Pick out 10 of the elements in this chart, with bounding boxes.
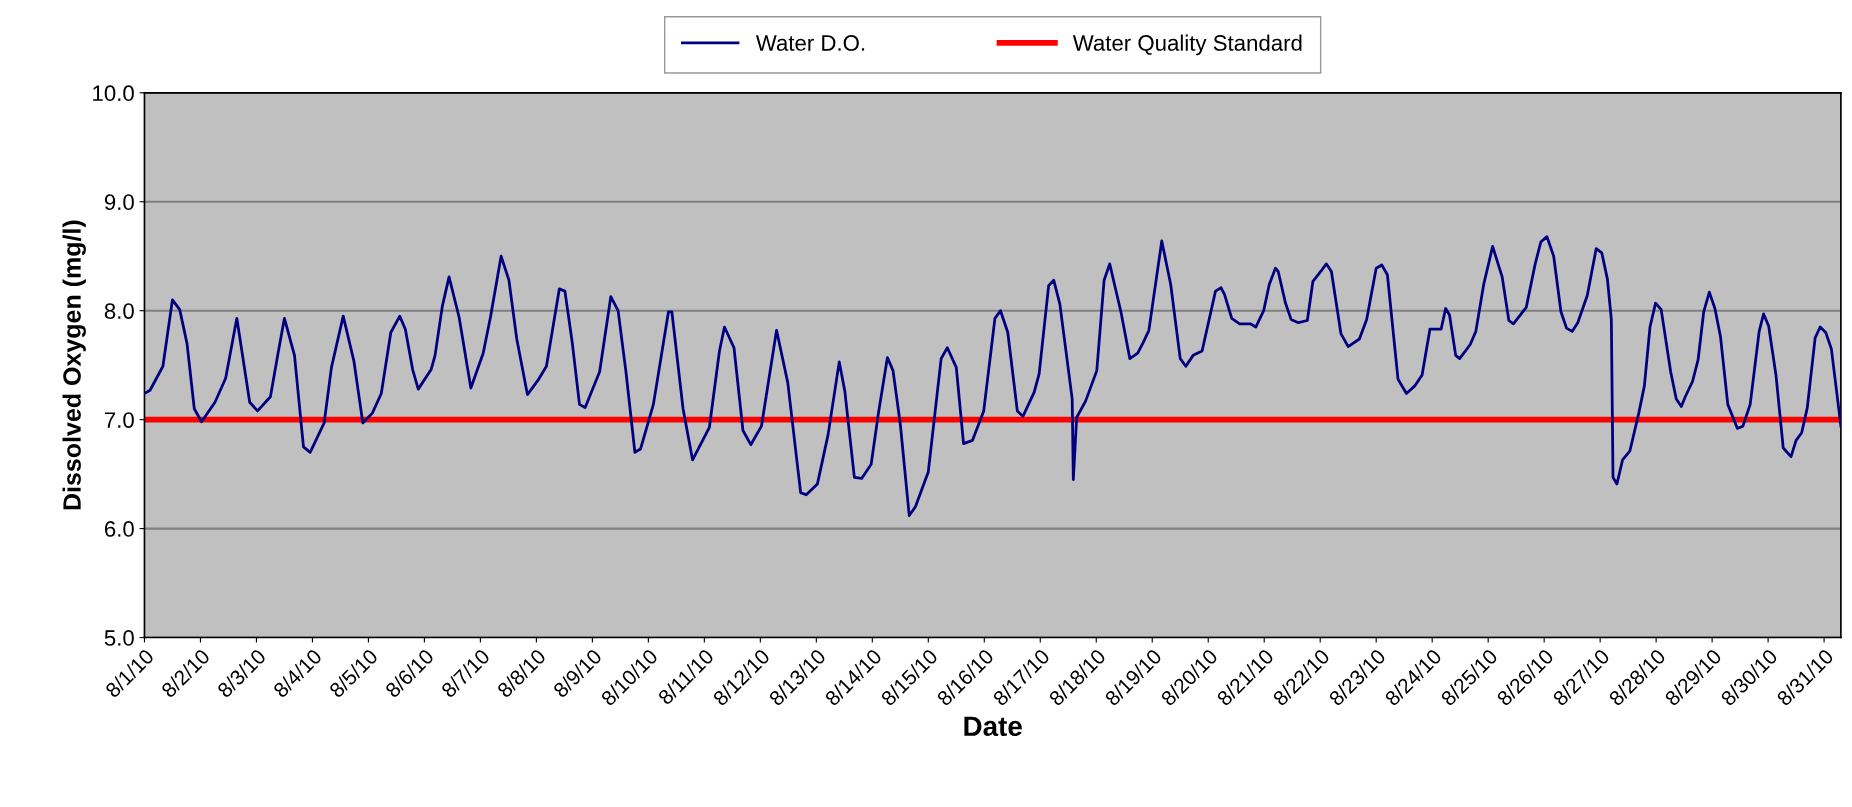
- y-tick-label: 9.0: [104, 194, 134, 211]
- y-axis-title: Dissolved Oxygen (mg/l): [62, 220, 86, 510]
- x-axis-title: Date: [964, 716, 1022, 737]
- legend-label: Water Quality Standard: [1072, 34, 1302, 56]
- y-tick-label: 6.0: [104, 521, 134, 537]
- y-tick-label: 10.0: [93, 85, 134, 102]
- legend-label: Water D.O.: [755, 35, 865, 51]
- y-tick-label: 8.0: [104, 303, 134, 319]
- y-tick-label: 7.0: [104, 412, 134, 428]
- y-tick-label: 5.0: [104, 630, 134, 646]
